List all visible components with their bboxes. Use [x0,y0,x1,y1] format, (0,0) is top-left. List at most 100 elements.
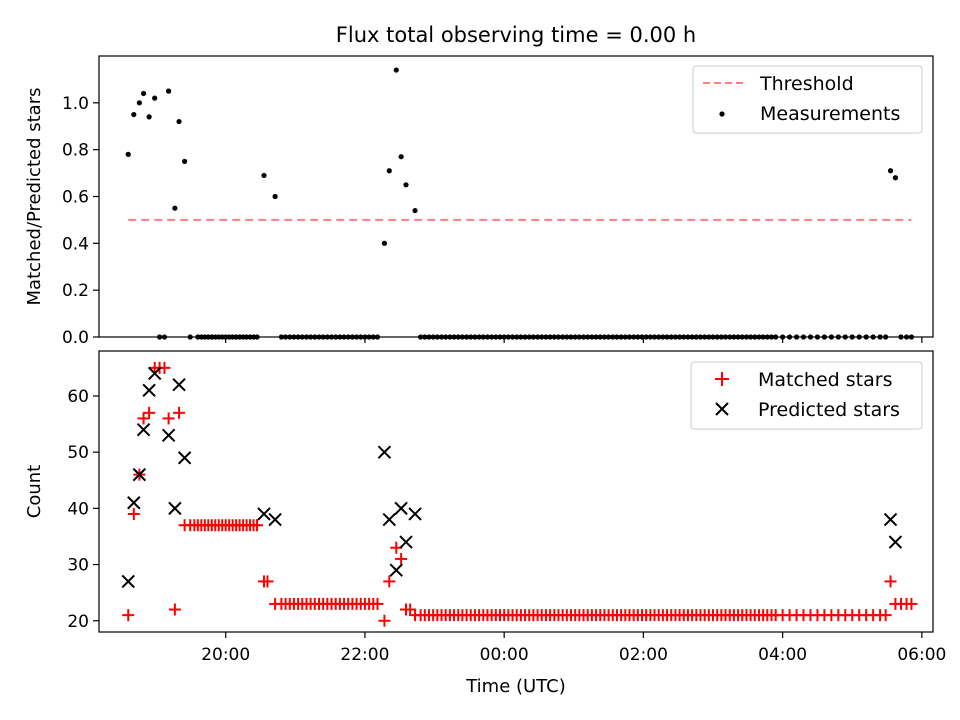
measurements-point [572,334,578,340]
measurements-point [526,334,532,340]
measurements-point [551,334,557,340]
measurements-point [702,334,708,340]
measurements-point [580,334,587,340]
predicted-stars-point [257,507,271,521]
matched-stars-point [168,603,181,616]
predicted-stars-point [394,501,408,516]
measurements-point [146,114,152,120]
measurements-point [877,334,883,340]
measurements-point [341,334,347,340]
y-axis-label-1: Count [24,465,45,518]
measurements-point [722,334,729,340]
measurements-point [856,334,862,340]
measurements-point [892,175,899,181]
measurements-point [386,168,392,174]
predicted-stars-point-d2 [172,378,186,392]
y-tick-label-0-0: 0.0 [62,328,89,348]
measurements-point [430,334,436,340]
measurements-point [455,334,461,340]
measurements-point [560,334,566,340]
measurements-point [161,334,168,340]
legend-predicted-swatch [715,402,729,416]
matched-stars-point [173,406,186,419]
x-tick-label-1-2: 00:00 [480,645,529,665]
measurements-point [597,334,603,340]
y-tick-label-0-1: 0.2 [62,281,89,301]
predicted-stars-point-d2 [888,535,903,549]
x-tick-label-1-3: 02:00 [619,645,668,665]
star-count-panel: 20 30 40 50 60 20:00 22:00 00:00 02:00 04:00 06:00… [24,350,946,697]
predicted-stars-point-d2 [382,512,397,527]
x-tick-label-1-4: 04:00 [758,645,807,665]
measurements-point [908,334,915,340]
predicted-stars-point-d2 [177,451,192,465]
predicted-stars-point-d2 [147,366,162,381]
measurements-point [760,334,766,340]
measurements-point [530,334,537,340]
measurements-point [295,334,301,340]
predicted-stars-point-d2 [268,512,282,527]
measurements-point [166,88,172,94]
measurements-point [254,334,260,340]
measurements-point [681,334,687,340]
measurements-point [501,334,507,340]
measurements-point [543,334,549,340]
measurements-point [493,334,499,340]
measurements-point [768,334,775,340]
measurements-point [476,334,482,340]
legend-measurements-swatch [719,111,725,117]
measurements-point [622,334,628,340]
predicted-stars-point [136,422,151,437]
predicted-stars-point [121,574,135,589]
measurements-point [739,334,745,340]
measurements-point [505,334,511,340]
measurements-point [714,334,720,340]
predicted-stars-point-d2 [161,428,176,443]
predicted-stars-point-d2 [127,496,141,510]
measurements-point [320,334,326,340]
measurements-point [412,207,418,214]
measurements-point [693,334,699,340]
y-tick-label-1-3: 50 [67,443,89,463]
measurements-point [756,334,762,340]
measurements-point [814,334,821,340]
measurements-point [291,334,297,340]
measurements-point [883,334,889,340]
measurements-point [647,334,653,340]
x-tick-label-1-5: 06:00 [897,645,946,665]
legend-predicted-label: Predicted stars [758,399,900,421]
measurements-point [618,334,624,340]
measurements-point [887,168,894,174]
predicted-stars-point-d2 [121,574,135,589]
legend-matched-label: Matched stars [758,369,892,391]
measurements-point [463,334,470,340]
measurements-point [626,334,633,340]
measurements-point [564,334,570,340]
measurements-point [576,334,582,340]
y-tick-label-1-2: 40 [67,499,89,519]
predicted-stars-point-d2 [883,512,898,527]
measurements-point [489,334,495,340]
measurements-point [727,334,733,340]
y-tick-label-0-4: 0.8 [62,141,89,161]
measurements-point [299,334,305,340]
measurements-point [182,158,188,164]
measurements-point [422,334,428,340]
measurements-point [381,240,388,246]
measurements-point [370,334,376,340]
predicted-stars-point-d2 [168,501,182,516]
y-axis-label-0: Matched/Predicted stars [24,88,45,306]
matched-stars-point [122,609,135,622]
matched-stars-point [261,575,274,588]
measurements-point [278,334,284,340]
predicted-stars-point [389,563,403,577]
measurements-point [176,118,182,125]
measurements-point [780,334,786,340]
measurements-point [374,334,381,340]
measurements-point [786,334,793,340]
measurements-point [793,334,800,340]
legend-measurements-label: Measurements [760,103,900,125]
measurements-point [438,334,445,340]
predicted-stars-point [168,501,182,516]
bottom-legend: Matched stars Predicted stars [690,361,923,430]
